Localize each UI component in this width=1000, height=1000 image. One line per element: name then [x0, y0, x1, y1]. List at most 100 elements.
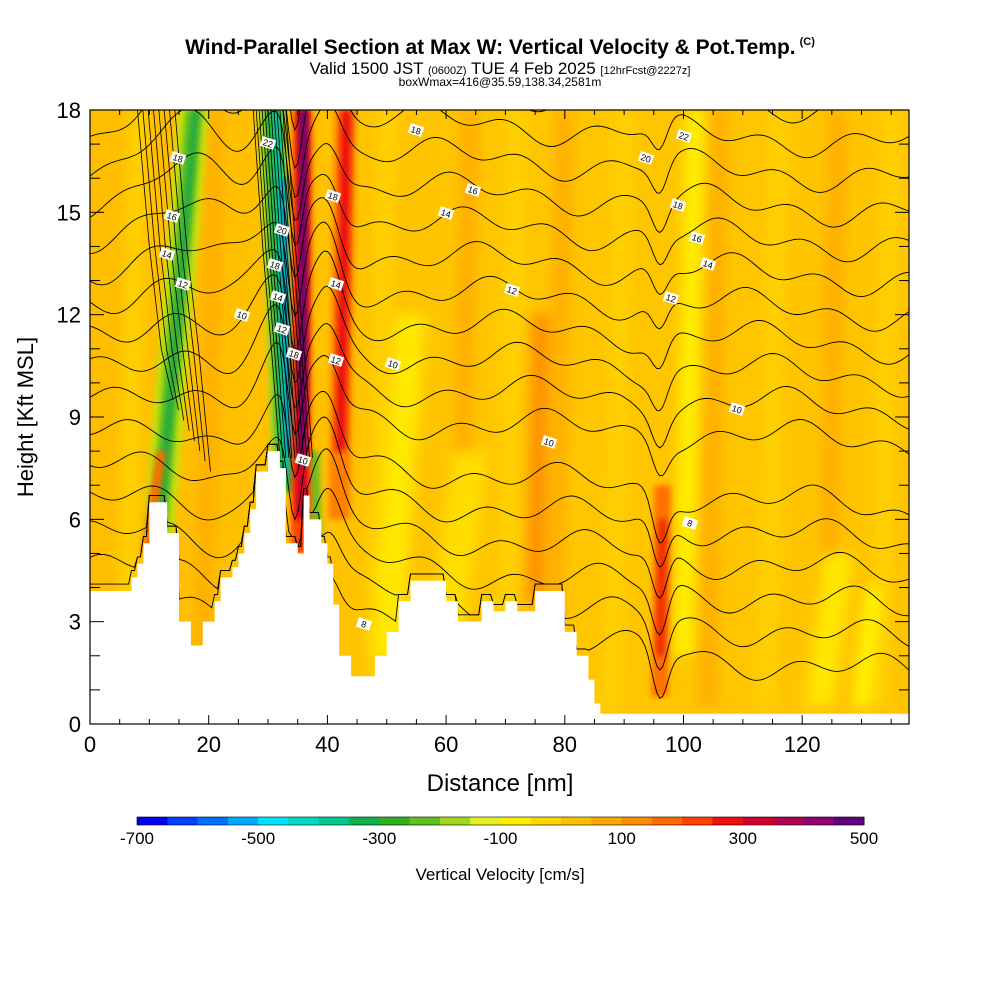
contour-label: 10 — [728, 402, 746, 416]
y-tick-label: 12 — [57, 303, 81, 328]
vv-ripple — [543, 110, 575, 707]
colorbar-swatch — [651, 817, 683, 825]
contour-label-bg — [503, 283, 521, 297]
isentrope-line — [90, 146, 909, 266]
x-axis-label: Distance [nm] — [427, 770, 574, 797]
colorbar-swatch — [773, 817, 804, 825]
contour-label-bg — [327, 277, 345, 291]
vv-weak-updraft — [371, 314, 426, 656]
colorbar-swatch — [712, 817, 744, 825]
isentrope-line — [169, 110, 206, 462]
contour-label-text: 18 — [672, 199, 685, 212]
x-axis: 0 20 40 60 80 100 120 — [84, 110, 892, 757]
contour-label: 12 — [273, 322, 291, 336]
colorbar-tick-label: 100 — [607, 829, 635, 848]
x-tick-label: 0 — [84, 732, 96, 757]
contour-label-text: 22 — [262, 137, 275, 150]
isentrope-line — [285, 110, 313, 458]
isentrope-line — [279, 110, 308, 458]
isentrope-line — [90, 186, 909, 298]
vv-weak-updraft — [674, 110, 705, 656]
contour-label: 18 — [266, 258, 284, 272]
isentrope-line — [282, 110, 310, 458]
contour-label-text: 10 — [731, 403, 744, 416]
colorbar-tick-label: -500 — [241, 829, 275, 848]
isentrope-line — [276, 110, 305, 458]
contour-label-bg — [728, 402, 746, 416]
contour-label-text: 18 — [410, 124, 423, 137]
contour-label-bg — [540, 435, 558, 449]
colorbar-swatch — [742, 817, 774, 825]
colorbar-label: Vertical Velocity [cm/s] — [415, 865, 584, 884]
contour-label: 12 — [327, 353, 345, 367]
contour-label-bg — [437, 206, 455, 220]
contour-label-text: 20 — [640, 152, 653, 165]
colorbar-swatch — [833, 817, 865, 825]
contour-label-text: 22 — [678, 130, 691, 143]
contour-label-text: 10 — [297, 454, 310, 467]
chart-box-info: boxWmax=416@35.59,138.34,2581m — [398, 75, 602, 89]
colorbar-swatch — [530, 817, 562, 825]
colorbar-tick-label: 300 — [729, 829, 757, 848]
isentrope-line — [90, 249, 909, 370]
chart-title: Wind-Parallel Section at Max W: Vertical… — [185, 36, 815, 59]
y-tick-label: 0 — [69, 712, 81, 737]
y-tick-label: 15 — [57, 200, 81, 225]
contour-label: 16 — [464, 183, 482, 197]
colorbar-swatch — [227, 817, 259, 825]
contour-label-bg — [637, 151, 655, 165]
contour-label-bg — [355, 617, 373, 631]
contour-label-text: 18 — [288, 348, 301, 361]
isentrope-line — [90, 443, 909, 636]
contour-label-bg — [233, 308, 251, 322]
vv-ripple — [697, 110, 729, 707]
contour-label: 18 — [669, 198, 687, 212]
isentrope-line — [273, 110, 302, 458]
colorbar-frame — [136, 816, 865, 826]
contour-label-text: 18 — [269, 259, 282, 272]
contour-label-bg — [464, 183, 482, 197]
isentrope-line — [174, 110, 211, 472]
vv-updraft — [526, 314, 550, 605]
contour-label: 22 — [259, 136, 277, 150]
isentrope-line — [267, 110, 296, 458]
isentrope-line — [90, 443, 909, 671]
x-tick-label: 20 — [196, 732, 220, 757]
contour-label-text: 16 — [691, 232, 704, 245]
isentrope-line — [264, 110, 293, 458]
isentrope-line — [261, 110, 290, 458]
contour-label: 14 — [158, 247, 176, 261]
colorbar-swatch — [470, 817, 501, 825]
isentrope-line — [285, 110, 909, 170]
contour-label: 18 — [407, 123, 425, 137]
isentrope-line — [90, 341, 909, 477]
x-tick-label: 80 — [553, 732, 577, 757]
contour-label-bg — [163, 209, 181, 223]
x-tick-label: 120 — [784, 732, 821, 757]
isentrope-line — [90, 416, 909, 568]
contour-label-text: 16 — [467, 184, 480, 197]
vv-ripple — [193, 110, 225, 707]
terrain — [90, 451, 909, 724]
copyright-mark: (C) — [799, 36, 815, 48]
colorbar-swatch — [439, 817, 471, 825]
vv-ripple — [757, 110, 788, 707]
y-tick-label: 9 — [69, 405, 81, 430]
isentrope-line — [163, 110, 201, 452]
contour-label: 16 — [688, 231, 706, 245]
isentrope-line — [90, 110, 909, 234]
colorbar: -700 -500 -300 -100 100 300 500 — [120, 816, 878, 848]
y-axis-label: Height [Kft MSL] — [13, 337, 38, 497]
contour-label-bg — [294, 453, 312, 467]
y-tick-label: 18 — [57, 98, 81, 123]
contour-label: 12 — [662, 291, 680, 305]
contour-label-bg — [324, 189, 342, 203]
contour-label-bg — [681, 516, 699, 530]
colorbar-tick-label: -100 — [483, 829, 517, 848]
potential-temperature-contours — [90, 110, 909, 699]
contour-label: 8 — [681, 516, 699, 530]
colorbar-swatch — [409, 817, 441, 825]
contour-label-text: 10 — [387, 358, 400, 371]
contour-label-text: 14 — [272, 291, 285, 304]
